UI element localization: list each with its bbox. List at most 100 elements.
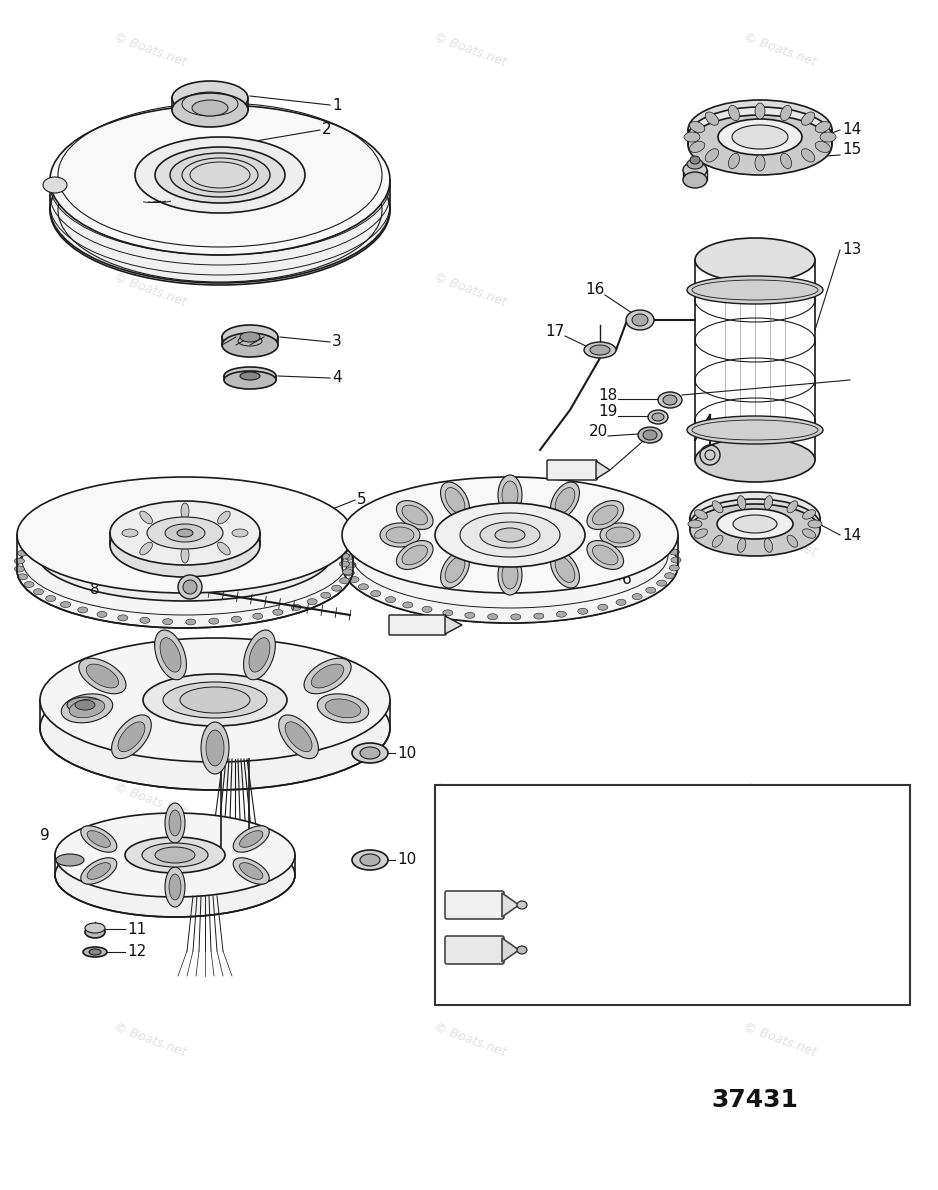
Ellipse shape <box>291 605 301 610</box>
Ellipse shape <box>110 513 260 577</box>
Circle shape <box>183 580 197 594</box>
Ellipse shape <box>638 427 662 443</box>
Text: 8: 8 <box>90 582 100 597</box>
Ellipse shape <box>291 520 301 526</box>
Ellipse shape <box>162 619 173 625</box>
Ellipse shape <box>443 609 453 616</box>
Circle shape <box>178 575 202 599</box>
Ellipse shape <box>815 121 830 132</box>
Ellipse shape <box>342 545 353 551</box>
Ellipse shape <box>397 501 433 530</box>
Ellipse shape <box>222 333 278 357</box>
Ellipse shape <box>755 155 765 171</box>
Ellipse shape <box>75 700 95 710</box>
Ellipse shape <box>687 416 823 444</box>
Ellipse shape <box>340 577 350 584</box>
Text: 15: 15 <box>842 143 861 157</box>
Ellipse shape <box>349 538 359 544</box>
Ellipse shape <box>78 518 88 524</box>
Ellipse shape <box>670 565 679 571</box>
Ellipse shape <box>52 502 318 588</box>
Text: 9: 9 <box>40 827 50 843</box>
Ellipse shape <box>690 499 820 551</box>
Ellipse shape <box>346 562 356 568</box>
Ellipse shape <box>578 506 588 512</box>
Ellipse shape <box>690 505 820 556</box>
Ellipse shape <box>502 481 518 509</box>
Ellipse shape <box>162 506 173 512</box>
Ellipse shape <box>85 923 105 933</box>
Ellipse shape <box>86 664 118 688</box>
Text: 7: 7 <box>357 702 367 718</box>
Ellipse shape <box>422 607 432 613</box>
Ellipse shape <box>224 367 276 386</box>
Ellipse shape <box>360 747 380 759</box>
Ellipse shape <box>358 531 369 537</box>
Text: © Boats.net: © Boats.net <box>742 271 818 309</box>
Text: 12: 12 <box>127 945 146 959</box>
Ellipse shape <box>658 392 682 408</box>
Ellipse shape <box>801 112 815 125</box>
Ellipse shape <box>340 546 350 552</box>
Ellipse shape <box>780 154 792 169</box>
Ellipse shape <box>232 616 241 622</box>
Ellipse shape <box>181 503 189 519</box>
Text: 11: 11 <box>127 921 146 937</box>
Ellipse shape <box>163 682 267 718</box>
Ellipse shape <box>177 530 193 537</box>
Ellipse shape <box>705 149 719 162</box>
Text: © Boats.net: © Boats.net <box>112 31 188 69</box>
Ellipse shape <box>40 666 390 790</box>
Ellipse shape <box>234 858 269 884</box>
Ellipse shape <box>81 858 117 884</box>
Ellipse shape <box>186 619 196 625</box>
Ellipse shape <box>18 574 27 580</box>
Ellipse shape <box>517 946 527 954</box>
Ellipse shape <box>24 582 34 588</box>
Ellipse shape <box>688 100 832 159</box>
Ellipse shape <box>340 553 349 559</box>
Text: © Boats.net: © Boats.net <box>432 31 508 69</box>
Ellipse shape <box>209 506 219 512</box>
Ellipse shape <box>695 238 815 282</box>
Ellipse shape <box>402 505 428 525</box>
Ellipse shape <box>165 868 185 907</box>
Ellipse shape <box>465 502 475 508</box>
Ellipse shape <box>460 513 560 557</box>
Ellipse shape <box>402 545 428 565</box>
Text: 20: 20 <box>589 425 608 439</box>
Text: 14: 14 <box>842 123 861 138</box>
Ellipse shape <box>511 500 521 506</box>
Ellipse shape <box>664 572 674 578</box>
Ellipse shape <box>386 527 414 543</box>
Ellipse shape <box>125 837 225 873</box>
Ellipse shape <box>648 411 668 424</box>
Ellipse shape <box>37 505 333 601</box>
Ellipse shape <box>733 515 777 533</box>
Ellipse shape <box>325 699 361 718</box>
Ellipse shape <box>820 132 836 142</box>
Ellipse shape <box>517 901 527 909</box>
Ellipse shape <box>239 863 263 879</box>
Ellipse shape <box>645 527 656 533</box>
Text: 25: 25 <box>553 464 567 474</box>
Ellipse shape <box>239 831 263 847</box>
Ellipse shape <box>209 618 219 624</box>
Text: © Boats.net: © Boats.net <box>432 271 508 309</box>
Ellipse shape <box>110 501 260 565</box>
Ellipse shape <box>252 511 263 516</box>
Ellipse shape <box>764 539 773 552</box>
Ellipse shape <box>402 512 413 518</box>
Ellipse shape <box>556 612 567 618</box>
Ellipse shape <box>135 137 305 213</box>
Ellipse shape <box>40 638 390 762</box>
Ellipse shape <box>344 555 355 560</box>
Ellipse shape <box>360 854 380 866</box>
Ellipse shape <box>14 558 24 564</box>
Ellipse shape <box>551 482 580 519</box>
Ellipse shape <box>598 509 608 515</box>
Text: 4: 4 <box>332 370 341 386</box>
Ellipse shape <box>340 560 349 566</box>
Ellipse shape <box>695 438 815 482</box>
Ellipse shape <box>89 948 101 956</box>
